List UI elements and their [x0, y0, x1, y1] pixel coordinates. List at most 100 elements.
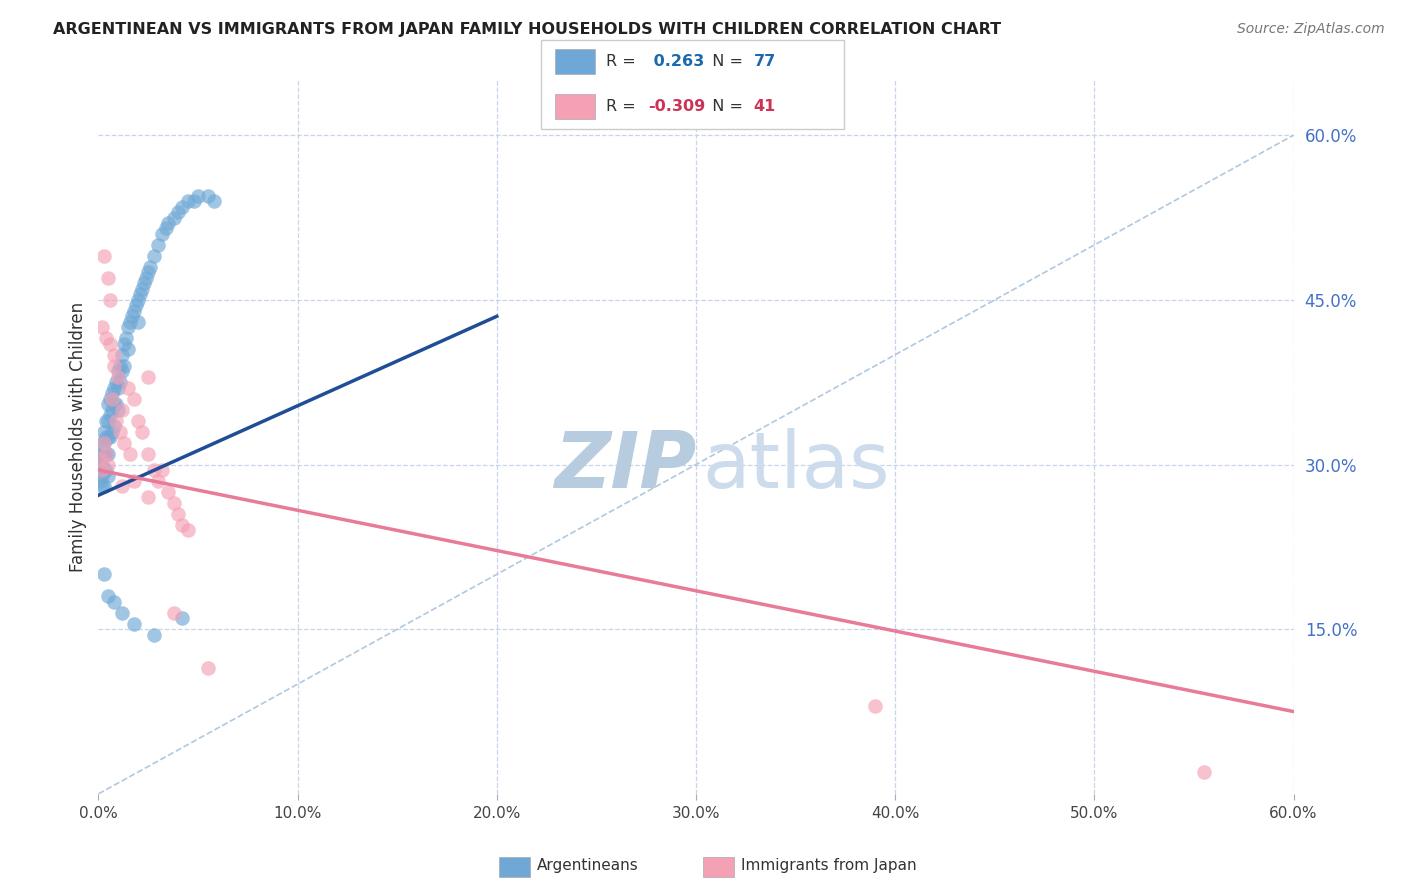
Point: [131, 425, 153, 439]
Point: [101, 392, 124, 406]
Text: 41: 41: [754, 99, 776, 113]
Point: [117, 343, 139, 357]
Point: [107, 402, 129, 417]
Point: [112, 359, 135, 373]
Point: [93, 479, 115, 493]
Point: [93, 463, 115, 477]
Point: [117, 381, 139, 395]
Point: [101, 425, 124, 439]
Text: Source: ZipAtlas.com: Source: ZipAtlas.com: [1237, 22, 1385, 37]
Point: [136, 265, 159, 279]
Point: [863, 699, 887, 714]
Point: [172, 517, 194, 532]
Point: [100, 392, 122, 406]
Point: [96, 430, 118, 444]
Point: [148, 474, 170, 488]
Point: [96, 463, 118, 477]
Text: -0.309: -0.309: [648, 99, 706, 113]
Point: [111, 402, 134, 417]
Point: [157, 485, 180, 500]
Point: [103, 595, 125, 609]
Point: [124, 616, 146, 631]
Point: [91, 320, 114, 334]
Point: [96, 414, 118, 428]
Point: [89, 452, 111, 467]
Text: 0.263: 0.263: [648, 54, 704, 69]
Point: [112, 336, 135, 351]
Text: R =: R =: [606, 99, 641, 113]
Point: [197, 660, 219, 674]
Point: [129, 287, 152, 301]
Point: [1192, 764, 1215, 779]
Point: [110, 359, 132, 373]
Point: [97, 468, 120, 483]
Point: [124, 303, 146, 318]
Point: [111, 606, 134, 620]
Point: [127, 293, 149, 307]
Point: [172, 611, 194, 625]
Point: [107, 364, 129, 378]
Point: [96, 331, 118, 345]
Point: [97, 458, 120, 472]
Point: [96, 446, 118, 460]
Text: Immigrants from Japan: Immigrants from Japan: [741, 858, 917, 872]
Point: [124, 474, 146, 488]
Point: [93, 446, 115, 460]
Point: [163, 211, 186, 225]
Point: [91, 468, 114, 483]
Point: [150, 463, 173, 477]
Point: [143, 249, 166, 263]
Point: [136, 369, 159, 384]
Point: [110, 375, 132, 389]
Point: [91, 463, 114, 477]
Point: [89, 463, 111, 477]
Text: ZIP: ZIP: [554, 427, 696, 504]
Point: [97, 430, 120, 444]
Point: [115, 331, 138, 345]
Point: [124, 392, 146, 406]
Point: [177, 194, 200, 208]
Text: Argentineans: Argentineans: [537, 858, 638, 872]
Y-axis label: Family Households with Children: Family Households with Children: [69, 302, 87, 572]
Point: [93, 425, 115, 439]
Point: [120, 315, 142, 329]
Point: [89, 452, 111, 467]
Point: [134, 277, 156, 291]
Point: [136, 491, 159, 505]
Point: [148, 238, 170, 252]
Point: [150, 227, 173, 241]
Point: [93, 567, 115, 582]
Text: N =: N =: [702, 54, 748, 69]
Point: [93, 249, 115, 263]
Text: R =: R =: [606, 54, 641, 69]
Point: [93, 435, 115, 450]
Point: [163, 606, 186, 620]
Point: [127, 315, 149, 329]
Point: [187, 188, 209, 202]
Point: [155, 221, 177, 235]
Point: [202, 194, 225, 208]
Point: [139, 260, 162, 274]
Point: [91, 446, 114, 460]
Point: [103, 381, 125, 395]
Point: [107, 381, 129, 395]
Point: [105, 375, 128, 389]
Point: [97, 271, 120, 285]
Point: [135, 271, 157, 285]
Point: [105, 397, 128, 411]
Point: [91, 435, 114, 450]
Point: [163, 496, 186, 510]
Point: [107, 369, 129, 384]
Point: [97, 589, 120, 603]
Point: [143, 463, 166, 477]
Point: [91, 479, 114, 493]
Point: [167, 507, 190, 521]
Point: [111, 364, 134, 378]
Point: [101, 402, 124, 417]
Point: [100, 293, 122, 307]
Point: [100, 336, 122, 351]
Point: [97, 414, 120, 428]
Point: [143, 628, 166, 642]
Point: [110, 425, 132, 439]
Point: [183, 194, 205, 208]
